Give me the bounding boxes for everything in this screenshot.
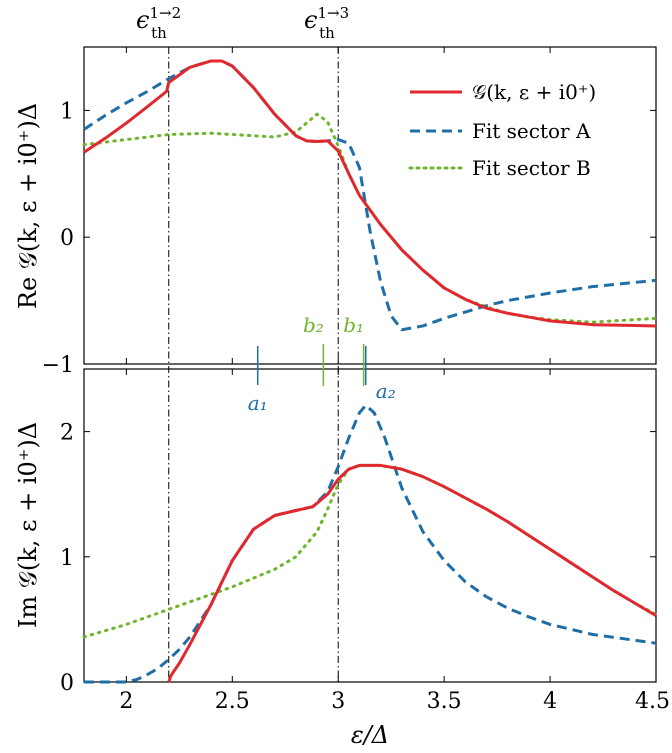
top-panel-frame: [83, 46, 657, 365]
pole-label-b2: b₂: [303, 313, 324, 337]
top-series-B: [82, 112, 658, 324]
top-ytick-label: 0: [60, 226, 74, 251]
top-y-axis-title: Re 𝒢(k, ε + i0⁺)Δ: [14, 103, 42, 309]
x-axis-title: ε/Δ: [351, 721, 389, 749]
bottom-panel-frame: [83, 368, 657, 683]
legend-label-a: Fit sector A: [472, 119, 591, 143]
pole-label-b1: b₁: [343, 313, 364, 337]
pole-label-a2: a₂: [376, 379, 396, 403]
bottom-xtick-label: 2.5: [215, 689, 250, 714]
top-series-group: [82, 59, 658, 332]
top-ytick-label: 1: [60, 99, 74, 124]
bottom-series-B: [82, 463, 658, 639]
threshold-label-12: ϵ1→2 th: [136, 4, 181, 42]
top-series-G: [83, 59, 657, 328]
bottom-xtick-label: 2: [119, 689, 133, 714]
legend: 𝒢(k, ε + i0⁺) Fit sector A Fit sector B: [408, 80, 596, 180]
bottom-axis-ticks: 0 1 2 2 2.5 3 3.5 4 4.5: [60, 369, 670, 714]
bottom-ytick-label: 1: [60, 546, 74, 571]
threshold-label-13: ϵ1→3 th: [304, 4, 349, 42]
legend-label-g: 𝒢(k, ε + i0⁺): [472, 80, 596, 104]
top-axis-ticks: −1 0 1: [42, 47, 657, 378]
bottom-xtick-label: 3.5: [427, 689, 462, 714]
bottom-xtick-label: 3: [331, 689, 345, 714]
bottom-ytick-label: 0: [60, 671, 74, 696]
bottom-series-A: [84, 403, 657, 684]
top-ytick-label: −1: [42, 353, 74, 378]
bottom-y-axis-title: Im 𝒢(k, ε + i0⁺)Δ: [14, 422, 42, 628]
pole-label-a1: a₁: [248, 391, 268, 415]
bottom-series-group: [82, 403, 658, 684]
bottom-xtick-label: 4: [543, 689, 557, 714]
pole-markers: b₂ b₁ a₁ a₂: [248, 313, 396, 415]
legend-label-b: Fit sector B: [472, 156, 591, 180]
bottom-series-G: [167, 463, 657, 683]
bottom-xtick-label: 4.5: [635, 689, 670, 714]
bottom-ytick-label: 2: [60, 421, 74, 446]
